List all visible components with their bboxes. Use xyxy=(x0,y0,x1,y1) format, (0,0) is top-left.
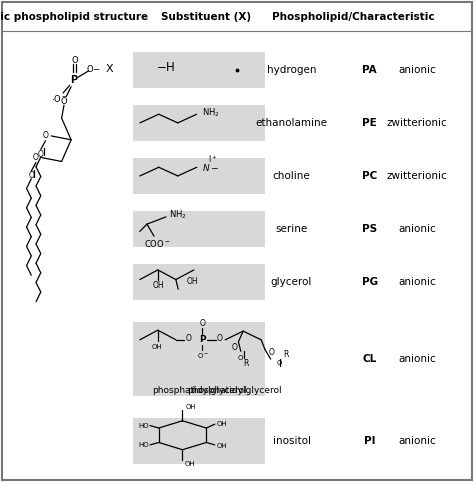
Text: I$^+$: I$^+$ xyxy=(208,154,217,165)
Text: hydrogen: hydrogen xyxy=(267,65,316,75)
Text: O: O xyxy=(232,343,237,351)
Text: anionic: anionic xyxy=(398,436,436,446)
Text: R: R xyxy=(283,350,289,359)
Text: PI: PI xyxy=(364,436,375,446)
FancyBboxPatch shape xyxy=(133,105,265,141)
Text: $\cdot$O$^-$: $\cdot$O$^-$ xyxy=(51,94,68,104)
FancyBboxPatch shape xyxy=(133,211,265,247)
Text: OH: OH xyxy=(187,278,198,286)
Text: OH: OH xyxy=(186,404,196,410)
Text: PE: PE xyxy=(362,118,377,128)
Text: O: O xyxy=(217,334,222,343)
Text: HO: HO xyxy=(138,423,149,428)
Text: O$-$: O$-$ xyxy=(86,64,101,74)
Text: zwitterionic: zwitterionic xyxy=(387,171,447,181)
Text: PS: PS xyxy=(362,224,377,234)
Text: PA: PA xyxy=(363,65,377,75)
Text: anionic: anionic xyxy=(398,277,436,287)
Text: O: O xyxy=(38,150,44,159)
Text: OH: OH xyxy=(216,443,227,449)
Text: anionic: anionic xyxy=(398,65,436,75)
Text: NH$_2$: NH$_2$ xyxy=(169,209,187,221)
Text: P: P xyxy=(70,75,77,84)
Text: $N-$: $N-$ xyxy=(202,162,219,173)
Text: COO$^-$: COO$^-$ xyxy=(144,238,171,249)
FancyBboxPatch shape xyxy=(133,322,265,396)
FancyBboxPatch shape xyxy=(133,264,265,300)
Text: anionic: anionic xyxy=(398,224,436,234)
Text: O: O xyxy=(238,355,244,361)
Text: O: O xyxy=(43,132,48,140)
Text: O: O xyxy=(72,56,78,65)
Text: Basic phospholipid structure: Basic phospholipid structure xyxy=(0,12,148,22)
Text: O$^-$: O$^-$ xyxy=(197,351,209,360)
Text: glycerol: glycerol xyxy=(271,277,312,287)
Text: P: P xyxy=(199,335,206,344)
Text: Substituent (X): Substituent (X) xyxy=(161,12,251,22)
Text: HO: HO xyxy=(138,442,149,448)
Text: PC: PC xyxy=(362,171,377,181)
Text: serine: serine xyxy=(275,224,308,234)
Text: NH$_2$: NH$_2$ xyxy=(202,106,220,119)
Text: zwitterionic: zwitterionic xyxy=(387,118,447,128)
Text: OH: OH xyxy=(216,421,227,427)
Text: anionic: anionic xyxy=(398,354,436,364)
FancyBboxPatch shape xyxy=(133,158,265,194)
Text: O: O xyxy=(185,334,191,343)
Text: PG: PG xyxy=(362,277,378,287)
Text: Phospholipid/Characteristic: Phospholipid/Characteristic xyxy=(272,12,435,22)
FancyBboxPatch shape xyxy=(133,418,265,464)
Text: inositol: inositol xyxy=(273,436,310,446)
Text: O: O xyxy=(276,360,282,366)
Text: O: O xyxy=(61,97,67,106)
Text: phosphatidylglycerol: phosphatidylglycerol xyxy=(152,386,246,395)
Text: O: O xyxy=(28,172,34,180)
Text: OH: OH xyxy=(184,461,195,467)
FancyBboxPatch shape xyxy=(133,52,265,88)
Text: X: X xyxy=(105,64,113,74)
Text: $-$H: $-$H xyxy=(156,61,176,74)
Text: choline: choline xyxy=(273,171,310,181)
Text: ethanolamine: ethanolamine xyxy=(255,118,328,128)
Text: O: O xyxy=(200,320,205,328)
Text: CL: CL xyxy=(363,354,377,364)
Text: O: O xyxy=(33,153,39,162)
Text: phosphatidylglycerol: phosphatidylglycerol xyxy=(187,386,282,395)
Text: O: O xyxy=(269,348,274,357)
Text: OH: OH xyxy=(153,281,164,290)
Text: OH: OH xyxy=(152,344,163,350)
Text: R: R xyxy=(243,359,248,368)
